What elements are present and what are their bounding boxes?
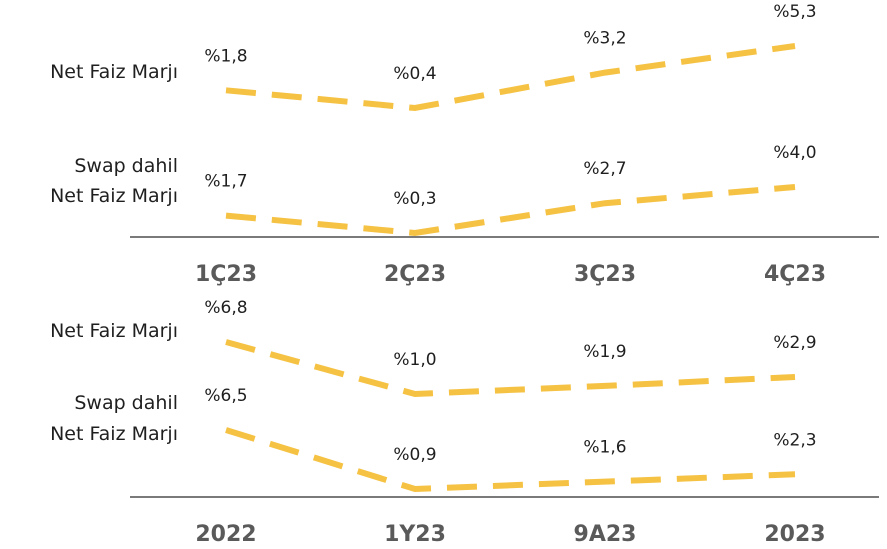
row-label-0-1-0: Swap dahil — [74, 155, 178, 177]
data-label-0-1-0: %1,7 — [204, 172, 247, 192]
category-label-0-3: 4Ç23 — [764, 262, 826, 287]
category-label-1-1: 1Y23 — [384, 522, 446, 547]
category-label-1-0: 2022 — [195, 522, 256, 547]
series-line-1-1 — [225, 427, 796, 493]
category-label-0-0: 1Ç23 — [195, 262, 257, 287]
category-label-0-1: 2Ç23 — [384, 262, 446, 287]
data-label-0-1-3: %4,0 — [773, 143, 816, 163]
series-line-1-0 — [225, 339, 796, 398]
data-label-0-0-3: %5,3 — [773, 2, 816, 22]
data-label-1-0-3: %2,9 — [773, 333, 816, 353]
category-label-1-3: 2023 — [764, 522, 825, 547]
series-line-0-0 — [225, 43, 796, 112]
row-label-0-1-1: Net Faiz Marjı — [50, 185, 178, 207]
row-label-1-1-1: Net Faiz Marjı — [50, 423, 178, 445]
series-line-0-1 — [225, 184, 796, 237]
data-label-1-1-0: %6,5 — [204, 386, 247, 406]
row-label-1-1-0: Swap dahil — [74, 392, 178, 414]
data-label-1-1-1: %0,9 — [393, 445, 436, 465]
data-label-0-0-1: %0,4 — [393, 64, 436, 84]
data-label-1-0-2: %1,9 — [583, 342, 626, 362]
data-label-0-1-1: %0,3 — [393, 189, 436, 209]
category-label-0-2: 3Ç23 — [574, 262, 636, 287]
data-label-1-0-0: %6,8 — [204, 298, 247, 318]
data-label-1-0-1: %1,0 — [393, 350, 436, 370]
data-label-1-1-2: %1,6 — [583, 438, 626, 458]
row-label-0-0-0: Net Faiz Marjı — [50, 61, 178, 83]
data-label-0-0-2: %3,2 — [583, 29, 626, 49]
data-label-0-0-0: %1,8 — [204, 46, 247, 66]
data-label-0-1-2: %2,7 — [583, 159, 626, 179]
data-label-1-1-3: %2,3 — [773, 430, 816, 450]
row-label-1-0-0: Net Faiz Marjı — [50, 320, 178, 342]
category-label-1-2: 9A23 — [574, 522, 637, 547]
